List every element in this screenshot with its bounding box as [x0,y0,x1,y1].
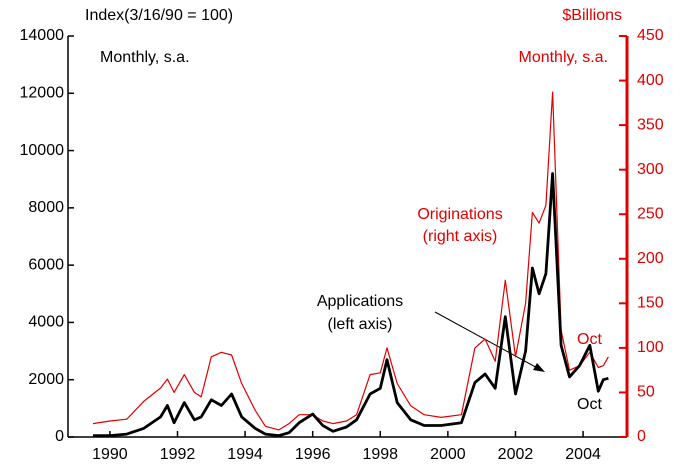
annotation: (right axis) [423,228,498,245]
y2-tick-label: 200 [637,250,664,267]
y2-tick-label: 250 [637,205,664,222]
x-tick-label: 1994 [227,446,263,463]
y-axis-title: Index(3/16/90 = 100) [85,7,233,24]
y2-tick-label: 450 [637,27,664,44]
x-tick-label: 1992 [160,446,196,463]
x-tick-label: 1990 [92,446,128,463]
annotation: Oct [577,331,602,348]
annotation: Oct [577,396,602,413]
y-tick-label: 10000 [20,142,65,159]
annotation: Monthly, s.a. [100,49,190,66]
y-tick-label: 8000 [28,199,64,216]
x-tick-label: 2000 [430,446,466,463]
y-tick-label: 2000 [28,371,64,388]
y2-tick-label: 300 [637,161,664,178]
y2-tick-label: 350 [637,116,664,133]
y-tick-label: 6000 [28,256,64,273]
y2-tick-label: 0 [637,428,646,445]
y-tick-label: 4000 [28,314,64,331]
y-tick-label: 14000 [20,27,65,44]
data-line [92,91,609,431]
y2-tick-label: 150 [637,295,664,312]
annotation: Monthly, s.a. [518,49,608,66]
x-tick-label: 1996 [295,446,331,463]
y2-tick-label: 100 [637,339,664,356]
y-tick-label: 12000 [20,85,65,102]
x-tick-label: 2004 [565,446,601,463]
data-line [93,172,609,437]
annotation: Originations [417,206,502,223]
arrow-head [533,363,545,372]
y2-tick-label: 50 [637,384,655,401]
annotation: Applications [317,293,403,310]
y2-tick-label: 400 [637,72,664,89]
x-tick-label: 2002 [498,446,534,463]
y-tick-label: 0 [55,428,64,445]
y2-axis-title: $Billions [562,7,622,24]
x-tick-label: 1998 [362,446,398,463]
annotation: (left axis) [328,316,393,333]
